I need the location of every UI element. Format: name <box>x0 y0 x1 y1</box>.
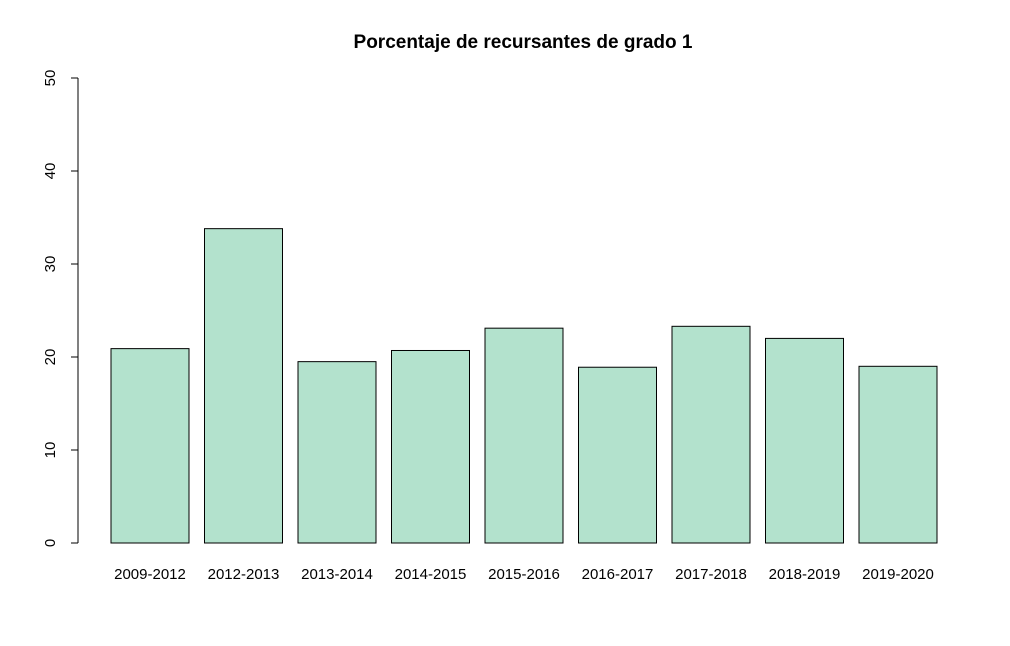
bars-group <box>110 228 938 544</box>
x-tick-label: 2014-2015 <box>395 566 467 583</box>
bar-2009-2012 <box>110 348 190 544</box>
bar-2017-2018 <box>671 325 751 544</box>
x-tick-label: 2017-2018 <box>675 566 747 583</box>
y-tick-label: 40 <box>42 163 59 180</box>
x-tick-label: 2016-2017 <box>582 566 654 583</box>
y-tick-label: 50 <box>42 70 59 87</box>
x-tick-label: 2009-2012 <box>114 566 186 583</box>
chart-title: Porcentaje de recursantes de grado 1 <box>354 32 693 53</box>
bar-2014-2015 <box>391 349 470 544</box>
x-tick-label: 2015-2016 <box>488 566 560 583</box>
y-axis: 0 10 20 30 40 50 <box>42 70 79 547</box>
x-tick-label: 2019-2020 <box>862 566 934 583</box>
bar-2019-2020 <box>858 365 938 544</box>
x-tick-label: 2013-2014 <box>301 566 373 583</box>
y-tick-label: 10 <box>42 442 59 459</box>
bar-2015-2016 <box>484 327 564 544</box>
bar-2018-2019 <box>765 337 844 544</box>
bar-2013-2014 <box>297 361 377 544</box>
y-tick-label: 30 <box>42 256 59 273</box>
y-tick-label: 0 <box>42 539 59 547</box>
x-axis-labels: 2009-2012 2012-2013 2013-2014 2014-2015 2015… <box>114 566 934 583</box>
x-tick-label: 2012-2013 <box>208 566 280 583</box>
y-tick-label: 20 <box>42 349 59 366</box>
bar-2016-2017 <box>578 366 657 544</box>
x-tick-label: 2018-2019 <box>769 566 841 583</box>
bar-2012-2013 <box>204 228 283 544</box>
